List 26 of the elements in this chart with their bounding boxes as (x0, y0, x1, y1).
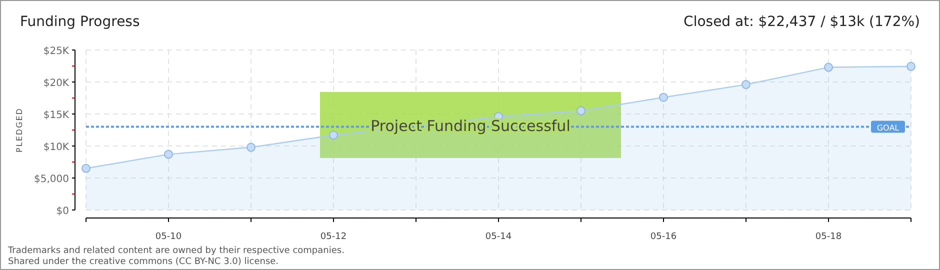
x-tick-label: 05-18 (815, 232, 842, 242)
chart-title: Funding Progress (20, 14, 140, 30)
point (906, 62, 916, 71)
y-axis-title: PLEDGED (15, 108, 24, 152)
point (742, 80, 750, 90)
y-tick-label: $20K (43, 78, 70, 89)
text: Shared under the creative commons (CC BY-NC 3.0) license. (8, 257, 279, 267)
x-tick-label: 05-14 (485, 232, 512, 242)
y-tick-label: $10K (43, 142, 70, 153)
point (82, 164, 90, 173)
point (164, 150, 173, 159)
x-tick-label: 05-10 (155, 232, 182, 242)
y-tick-label: $0 (56, 206, 69, 217)
x-tick-label: 05-16 (650, 232, 677, 242)
y-tick-label: $5,000 (34, 174, 69, 185)
point (576, 106, 586, 116)
point (246, 142, 256, 152)
ref-line-label: GOAL (876, 123, 900, 132)
point (329, 130, 338, 140)
text: Trademarks and related content are owned by their respective companies. (7, 246, 344, 256)
y-tick-label: $15K (43, 110, 70, 121)
point (824, 62, 833, 72)
point (659, 92, 668, 102)
y-tick-label: $25K (43, 46, 70, 57)
x-tick-label: 05-12 (320, 232, 347, 242)
chart-subtitle: Closed at: $22,437 / $13k (172%) (684, 14, 920, 30)
